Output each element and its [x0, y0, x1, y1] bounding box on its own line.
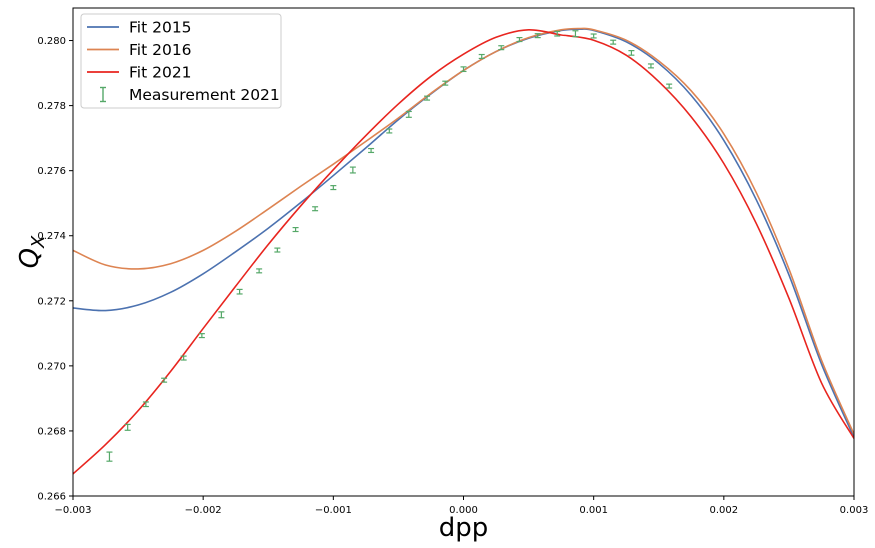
x-tick-label: 0.003 [840, 505, 869, 516]
x-tick-label: −0.003 [54, 505, 91, 516]
data-point [590, 33, 597, 39]
data-point [442, 80, 449, 86]
svg-text:QX: QX [15, 235, 49, 268]
y-tick-label: 0.266 [37, 492, 66, 503]
x-tick-label: 0.001 [579, 505, 608, 516]
data-point [236, 288, 243, 295]
x-tick-label: 0.000 [449, 505, 478, 516]
x-axis-label: dpp [439, 513, 489, 543]
series-line-fit-2016 [73, 27, 854, 435]
data-point [218, 311, 225, 319]
data-point [460, 66, 467, 73]
legend-item: Measurement 2021 [100, 86, 280, 104]
data-point [647, 63, 654, 69]
data-point [161, 377, 168, 383]
data-point [424, 95, 431, 101]
y-tick-label: 0.268 [37, 426, 66, 437]
data-point [405, 110, 412, 118]
y-axis-label-subscript: X [28, 235, 49, 249]
data-point [198, 333, 205, 339]
data-point [330, 185, 337, 191]
series-line-fit-2021 [73, 28, 854, 475]
data-point [628, 50, 635, 56]
data-point [274, 247, 281, 253]
legend-label: Measurement 2021 [129, 86, 280, 104]
data-point [368, 147, 375, 154]
data-point [554, 30, 561, 37]
data-point [124, 423, 131, 431]
data-point [666, 83, 673, 89]
data-point [292, 227, 299, 233]
data-point [106, 451, 113, 462]
data-point [386, 128, 393, 134]
legend-item: Fit 2021 [87, 64, 192, 82]
data-point [180, 355, 187, 361]
legend-item: Fit 2015 [87, 19, 192, 37]
legend-label: Fit 2015 [129, 19, 192, 37]
plot-frame [72, 7, 855, 497]
data-point [312, 206, 319, 212]
legend: Fit 2015 Fit 2016 Fit 2021 Measurement 2021 [80, 13, 282, 109]
y-axis-label-main: Q [15, 248, 45, 268]
legend-box [80, 13, 282, 109]
y-tick-label: 0.274 [37, 231, 66, 242]
x-tick-label: 0.002 [710, 505, 739, 516]
y-axis-label: QX [15, 235, 49, 268]
y-tick-label: 0.278 [37, 101, 66, 112]
series-layer [73, 27, 854, 475]
legend-label: Fit 2016 [129, 41, 192, 59]
legend-swatch [100, 86, 106, 103]
axis-layer: −0.003 −0.002 −0.001 0.000 0.001 0.002 0.003 0.… [37, 36, 868, 516]
legend-label: Fit 2021 [129, 64, 192, 82]
data-point [498, 45, 505, 51]
data-point [534, 33, 541, 39]
legend-item: Fit 2016 [87, 41, 192, 59]
data-point [349, 166, 356, 174]
x-tick-label: −0.002 [185, 505, 222, 516]
data-point [572, 30, 579, 38]
y-tick-label: 0.276 [37, 166, 66, 177]
data-point [610, 39, 617, 45]
data-point [478, 53, 485, 60]
y-tick-label: 0.270 [37, 361, 66, 372]
data-point [142, 401, 149, 408]
y-tick-label: 0.280 [37, 36, 66, 47]
data-point [516, 37, 523, 43]
y-tick-label: 0.272 [37, 296, 66, 307]
errorbar-series [106, 30, 673, 462]
x-tick-label: −0.001 [315, 505, 352, 516]
data-point [256, 268, 263, 274]
